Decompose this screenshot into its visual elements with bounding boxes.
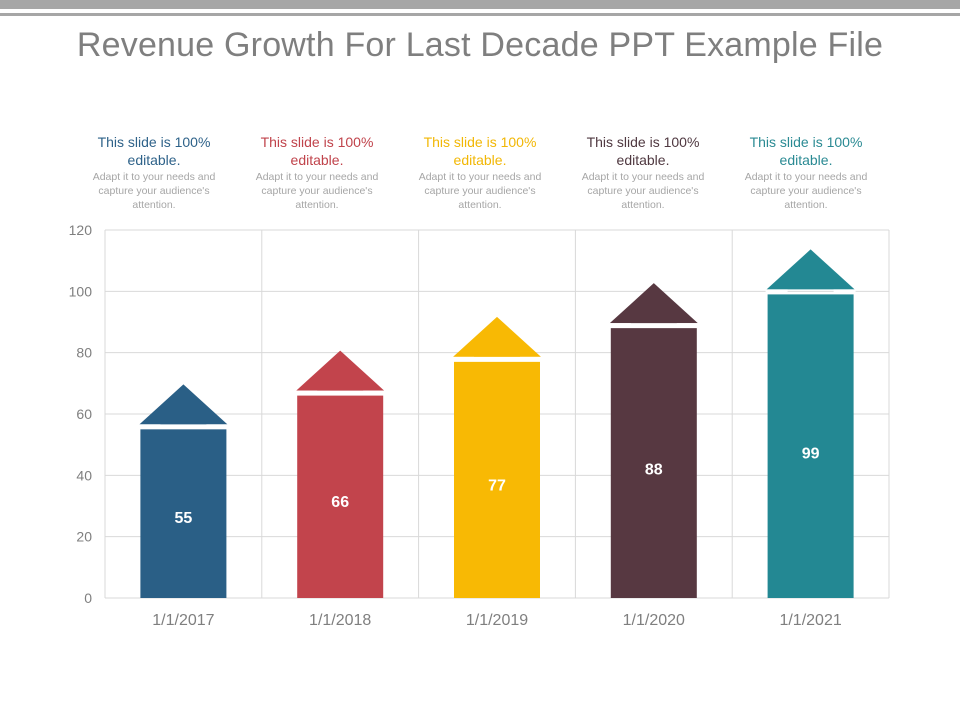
y-tick-label: 100 [69, 283, 93, 299]
bar-notch [452, 356, 474, 361]
top-decor-line [0, 13, 960, 16]
bar [767, 294, 854, 598]
y-tick-label: 40 [76, 467, 92, 483]
x-tick-label: 1/1/2019 [466, 612, 528, 629]
caption-1: This slide is 100% editable. Adapt it to… [89, 133, 219, 212]
bar-notch [206, 424, 229, 429]
caption-body: Adapt it to your needs and capture your … [581, 171, 705, 211]
bar-arrow-head [139, 384, 228, 425]
bar-arrow-head [296, 350, 385, 391]
y-tick-label: 60 [76, 406, 92, 422]
caption-heading: This slide is 100% editable. [423, 134, 537, 168]
caption-body: Adapt it to your needs and capture your … [255, 171, 379, 211]
caption-body: Adapt it to your needs and capture your … [418, 171, 542, 211]
y-tick-label: 80 [76, 345, 92, 361]
slide-title: Revenue Growth For Last Decade PPT Examp… [76, 26, 884, 64]
bar [454, 361, 540, 598]
x-tick-label: 1/1/2021 [779, 612, 841, 629]
y-tick-label: 20 [76, 529, 92, 545]
bar-arrow-head [766, 249, 855, 290]
data-label: 77 [488, 478, 506, 495]
y-tick-label: 120 [69, 222, 93, 238]
bar [297, 395, 384, 598]
bar-arrow-head [609, 283, 698, 324]
data-label: 99 [802, 445, 820, 462]
caption-4: This slide is 100% editable. Adapt it to… [578, 133, 708, 212]
x-tick-label: 1/1/2017 [152, 612, 214, 629]
bar-notch [138, 424, 161, 429]
top-decor-bar [0, 0, 960, 9]
data-label: 55 [175, 510, 193, 527]
bar-notch [676, 323, 699, 328]
bar [140, 429, 227, 598]
x-tick-label: 1/1/2018 [309, 612, 371, 629]
x-tick-label: 1/1/2020 [623, 612, 685, 629]
caption-3: This slide is 100% editable. Adapt it to… [415, 133, 545, 212]
data-label: 88 [645, 461, 663, 478]
data-label: 66 [331, 494, 349, 511]
bar-arrow-head [453, 316, 541, 357]
caption-2: This slide is 100% editable. Adapt it to… [252, 133, 382, 212]
caption-heading: This slide is 100% editable. [586, 134, 700, 168]
y-tick-label: 0 [84, 590, 92, 606]
bar-notch [363, 390, 386, 395]
caption-body: Adapt it to your needs and capture your … [744, 171, 868, 211]
caption-heading: This slide is 100% editable. [260, 134, 374, 168]
caption-body: Adapt it to your needs and capture your … [92, 171, 216, 211]
bar-notch [608, 323, 631, 328]
caption-5: This slide is 100% editable. Adapt it to… [741, 133, 871, 212]
bar-notch [295, 390, 318, 395]
bar-notch [833, 289, 856, 294]
bar [610, 328, 697, 598]
caption-heading: This slide is 100% editable. [97, 134, 211, 168]
bar-notch [520, 356, 542, 361]
caption-heading: This slide is 100% editable. [749, 134, 863, 168]
bar-notch [765, 289, 788, 294]
